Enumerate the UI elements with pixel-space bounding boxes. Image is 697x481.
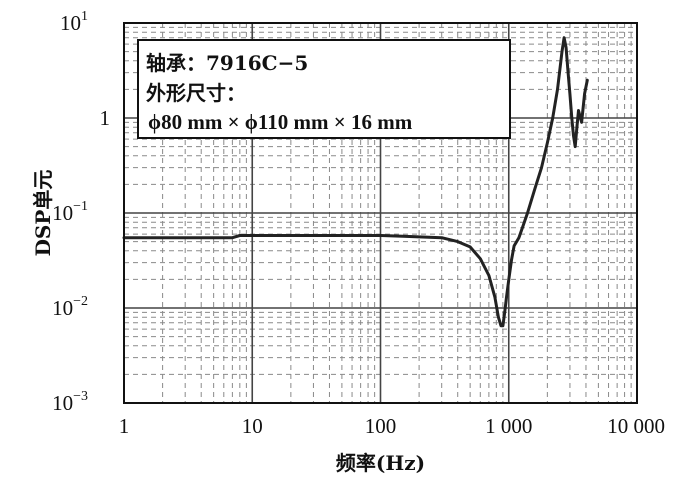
x-tick-label: 1 [119,414,130,438]
tick-labels: 1 10 100 1 000 10 000 101 1 10−1 10−2 10−3 [52,9,665,438]
x-tick-label: 100 [365,414,397,438]
y-tick-label: 10−3 [52,389,88,415]
annotation-box: 轴承：7916C−5 外形尺寸： ϕ80 mm × ϕ110 mm × 16 m… [137,39,511,139]
annotation-dimensions-value: ϕ80 mm × ϕ110 mm × 16 mm [148,110,413,134]
annotation-frame [137,39,511,139]
series-layer [122,36,589,328]
x-tick-label: 10 [242,414,263,438]
y-axis-label: DSP单元 [31,170,55,257]
x-tick-label: 1 000 [485,414,532,438]
annotation-bearing: 轴承：7916C−5 [146,51,308,75]
series-line [122,36,589,328]
y-tick-label: 101 [60,9,88,35]
x-tick-label: 10 000 [607,414,665,438]
annotation-dimensions-label: 外形尺寸： [146,81,246,105]
plot-frame [123,22,638,404]
y-tick-label: 10−2 [52,294,88,320]
y-tick-label: 10−1 [52,199,88,225]
x-axis-label: 频率(Hz) [336,451,425,475]
y-tick-label: 1 [100,106,111,130]
